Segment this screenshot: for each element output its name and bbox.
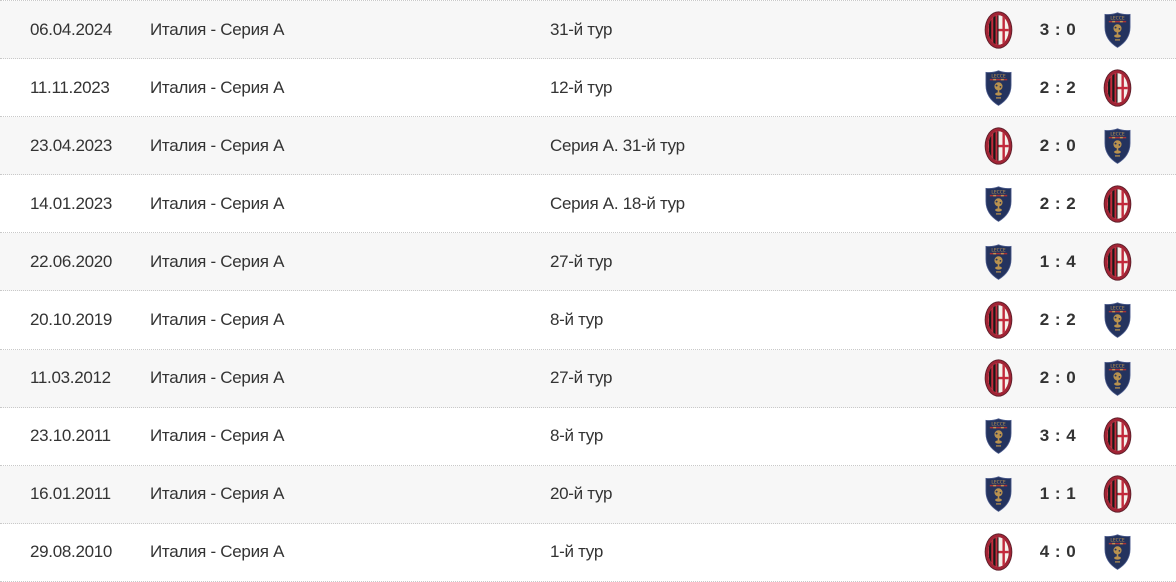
match-date: 11.03.2012 [30,368,111,388]
match-result: 2 : 2 [984,68,1132,108]
round-label: 27-й тур [550,251,613,271]
lecce-badge-icon [984,242,1013,282]
match-row[interactable]: 14.01.2023 Италия - Серия А Серия А. 18-й … [0,175,1176,234]
acmilan-badge-icon [984,126,1013,166]
match-row[interactable]: 23.10.2011 Италия - Серия А 8-й тур 3 : 4 [0,407,1176,466]
round-label: 8-й тур [550,426,603,446]
match-row[interactable]: 20.10.2019 Италия - Серия А 8-й тур 2 : 2 [0,291,1176,350]
tournament-name: Италия - Серия А [150,368,285,388]
lecce-badge-icon [1103,532,1132,572]
match-date: 23.10.2011 [30,426,111,446]
tournament-name: Италия - Серия А [150,135,285,155]
acmilan-badge-icon [984,10,1013,50]
match-row[interactable]: 23.04.2023 Италия - Серия А Серия А. 31-й … [0,117,1176,176]
match-row[interactable]: 06.04.2024 Италия - Серия А 31-й тур 3 : 0 [0,1,1176,60]
match-date: 06.04.2024 [30,19,113,39]
tournament-name: Италия - Серия А [150,484,285,504]
lecce-badge-icon [1103,300,1132,340]
match-row[interactable]: 29.08.2010 Италия - Серия А 1-й тур 4 : 0 [0,523,1176,582]
match-date: 20.10.2019 [30,310,113,330]
match-score: 1 : 1 [1039,484,1077,504]
match-result: 1 : 1 [984,474,1132,514]
round-label: 12-й тур [550,77,613,97]
lecce-badge-icon [984,184,1013,224]
match-score: 2 : 2 [1039,310,1077,330]
round-label: 20-й тур [550,484,613,504]
match-result: 1 : 4 [984,242,1132,282]
lecce-badge-icon [1103,358,1132,398]
match-date: 22.06.2020 [30,251,113,271]
lecce-badge-icon [1103,10,1132,50]
tournament-name: Италия - Серия А [150,426,285,446]
match-result: 2 : 0 [984,126,1132,166]
match-result: 2 : 0 [984,358,1132,398]
tournament-name: Италия - Серия А [150,310,285,330]
match-result: 3 : 4 [984,416,1132,456]
acmilan-badge-icon [1103,184,1132,224]
acmilan-badge-icon [1103,242,1132,282]
tournament-name: Италия - Серия А [150,542,285,562]
match-score: 2 : 2 [1039,193,1077,213]
tournament-name: Италия - Серия А [150,251,285,271]
match-score: 4 : 0 [1039,542,1077,562]
round-label: Серия А. 31-й тур [550,135,685,155]
acmilan-badge-icon [1103,416,1132,456]
match-result: 3 : 0 [984,10,1132,50]
acmilan-badge-icon [984,300,1013,340]
match-result: 2 : 2 [984,300,1132,340]
tournament-name: Италия - Серия А [150,193,285,213]
match-date: 16.01.2011 [30,484,111,504]
acmilan-badge-icon [984,358,1013,398]
match-date: 23.04.2023 [30,135,113,155]
match-row[interactable]: 22.06.2020 Италия - Серия А 27-й тур 1 : 4 [0,233,1176,292]
match-date: 14.01.2023 [30,193,113,213]
match-score: 3 : 4 [1039,426,1077,446]
acmilan-badge-icon [1103,474,1132,514]
acmilan-badge-icon [984,532,1013,572]
match-row[interactable]: 16.01.2011 Италия - Серия А 20-й тур 1 : 1 [0,465,1176,524]
tournament-name: Италия - Серия А [150,19,285,39]
match-score: 2 : 0 [1039,135,1077,155]
tournament-name: Италия - Серия А [150,77,285,97]
match-result: 4 : 0 [984,532,1132,572]
acmilan-badge-icon [1103,68,1132,108]
match-score: 2 : 0 [1039,368,1077,388]
round-label: 8-й тур [550,310,603,330]
lecce-badge-icon [984,474,1013,514]
match-date: 11.11.2023 [30,77,110,97]
lecce-badge-icon [984,68,1013,108]
match-result: 2 : 2 [984,184,1132,224]
match-row[interactable]: 11.11.2023 Италия - Серия А 12-й тур 2 : 2 [0,59,1176,118]
round-label: 31-й тур [550,19,613,39]
lecce-badge-icon [984,416,1013,456]
match-score: 2 : 2 [1039,77,1077,97]
round-label: 1-й тур [550,542,603,562]
lecce-badge-icon [1103,126,1132,166]
match-row[interactable]: 11.03.2012 Италия - Серия А 27-й тур 2 : 0 [0,349,1176,408]
round-label: 27-й тур [550,368,613,388]
match-score: 3 : 0 [1039,19,1077,39]
round-label: Серия А. 18-й тур [550,193,685,213]
match-date: 29.08.2010 [30,542,113,562]
match-score: 1 : 4 [1039,251,1077,271]
